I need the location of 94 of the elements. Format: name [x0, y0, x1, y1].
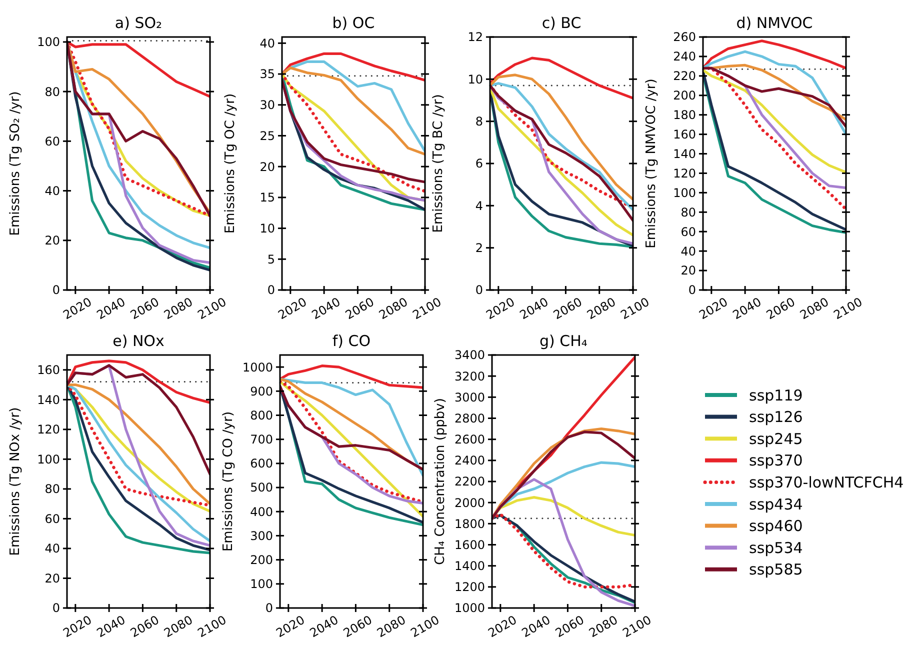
- chart-title: b) OC: [332, 14, 375, 32]
- legend-label: ssp534: [749, 538, 803, 557]
- y-tick-label: 1600: [454, 538, 485, 552]
- y-tick-label: 60: [680, 224, 696, 239]
- y-tick-label: 900: [250, 384, 273, 398]
- y-tick-label: 12: [468, 30, 483, 44]
- y-tick-label: 2000: [454, 496, 485, 510]
- legend-label: ssp434: [749, 495, 803, 514]
- y-tick-label: 240: [673, 50, 696, 64]
- y-tick-label: 200: [250, 553, 273, 568]
- y-tick-label: 20: [44, 571, 60, 586]
- y-tick-label: 2600: [454, 432, 485, 447]
- y-tick-label: 10: [468, 72, 483, 86]
- chart-title: d) NMVOC: [736, 14, 813, 32]
- chart-title: c) BC: [542, 14, 582, 32]
- y-tick-label: 800: [250, 408, 273, 422]
- legend-label: ssp119: [749, 386, 803, 404]
- y-tick-label: 1400: [454, 559, 485, 574]
- y-tick-label: 2400: [454, 454, 485, 468]
- y-tick-label: 600: [250, 456, 273, 471]
- y-tick-label: 300: [250, 528, 273, 543]
- y-tick-label: 160: [673, 128, 696, 142]
- y-tick-label: 0: [265, 601, 273, 616]
- y-tick-label: 1000: [454, 601, 485, 616]
- y-tick-label: 400: [250, 504, 273, 519]
- y-tick-label: 100: [37, 452, 60, 466]
- y-tick-label: 15: [260, 190, 275, 205]
- y-tick-label: 0: [475, 283, 483, 298]
- y-tick-label: 80: [44, 84, 60, 99]
- chart-title: a) SO₂: [114, 14, 162, 32]
- legend-label: ssp460: [749, 517, 803, 536]
- chart-title: f) CO: [332, 332, 371, 350]
- y-tick-label: 4: [475, 198, 483, 213]
- y-tick-label: 220: [673, 69, 696, 84]
- y-tick-label: 2: [475, 241, 483, 256]
- legend-label: ssp370-lowNTCFCH4: [749, 473, 904, 492]
- line-series: [703, 50, 846, 136]
- y-tick-label: 100: [250, 577, 273, 592]
- y-axis-title: Emissions (Tg OC /yr): [223, 93, 238, 234]
- y-tick-label: 8: [475, 114, 483, 129]
- legend-label: ssp245: [749, 430, 803, 448]
- y-tick-label: 40: [680, 244, 696, 258]
- y-axis-title: Emissions (Tg NOx /yr): [8, 407, 23, 556]
- y-tick-label: 100: [673, 186, 696, 200]
- y-tick-label: 1200: [454, 580, 485, 594]
- y-tick-label: 25: [260, 128, 275, 143]
- y-tick-label: 6: [475, 156, 483, 171]
- y-tick-label: 700: [250, 432, 273, 447]
- y-tick-label: 80: [680, 205, 696, 220]
- y-tick-label: 5: [267, 252, 275, 266]
- y-tick-label: 160: [37, 363, 60, 378]
- y-tick-label: 0: [52, 601, 60, 616]
- y-tick-label: 0: [688, 283, 696, 298]
- y-tick-label: 200: [673, 88, 696, 103]
- legend-label: ssp370: [749, 452, 803, 470]
- y-tick-label: 20: [44, 234, 60, 248]
- legend-label: ssp585: [749, 560, 803, 579]
- y-tick-label: 180: [673, 108, 696, 122]
- y-tick-label: 10: [260, 221, 275, 236]
- y-tick-label: 140: [37, 392, 60, 407]
- y-axis-title: Emissions (Tg CO /yr): [221, 411, 236, 552]
- y-tick-label: 20: [260, 160, 275, 174]
- y-tick-label: 20: [680, 264, 696, 278]
- y-tick-label: 3200: [454, 369, 485, 384]
- y-tick-label: 3000: [454, 390, 485, 404]
- y-tick-label: 60: [44, 134, 60, 148]
- y-tick-label: 1800: [454, 516, 485, 531]
- y-tick-label: 30: [260, 98, 275, 112]
- y-tick-label: 40: [44, 184, 60, 198]
- y-tick-label: 0: [52, 283, 60, 298]
- y-tick-label: 1000: [242, 360, 273, 374]
- y-axis-title: Emissions (Tg SO₂ /yr): [8, 91, 23, 236]
- y-tick-label: 120: [673, 166, 696, 180]
- y-tick-label: 0: [267, 283, 275, 298]
- y-tick-label: 120: [37, 422, 60, 437]
- chart-title: g) CH₄: [540, 332, 588, 350]
- y-tick-label: 3400: [454, 348, 485, 362]
- line-series: [67, 364, 210, 476]
- y-axis-title: Emissions (Tg BC /yr): [431, 94, 446, 233]
- legend-label: ssp126: [749, 408, 803, 426]
- y-tick-label: 140: [673, 146, 696, 161]
- y-axis-title: Emissions (Tg NMVOC /yr): [644, 78, 659, 248]
- y-tick-label: 2200: [454, 474, 485, 489]
- y-tick-label: 500: [250, 480, 273, 495]
- y-tick-label: 40: [44, 542, 60, 556]
- y-tick-label: 260: [673, 30, 696, 44]
- y-tick-label: 80: [44, 482, 60, 496]
- y-tick-label: 2800: [454, 411, 485, 426]
- y-tick-label: 60: [44, 512, 60, 526]
- chart-title: e) NOx: [112, 332, 164, 350]
- y-tick-label: 40: [260, 36, 275, 50]
- y-tick-label: 100: [37, 35, 60, 50]
- y-axis-title: CH₄ Concentration (ppbv): [433, 398, 448, 565]
- y-tick-label: 35: [260, 67, 275, 82]
